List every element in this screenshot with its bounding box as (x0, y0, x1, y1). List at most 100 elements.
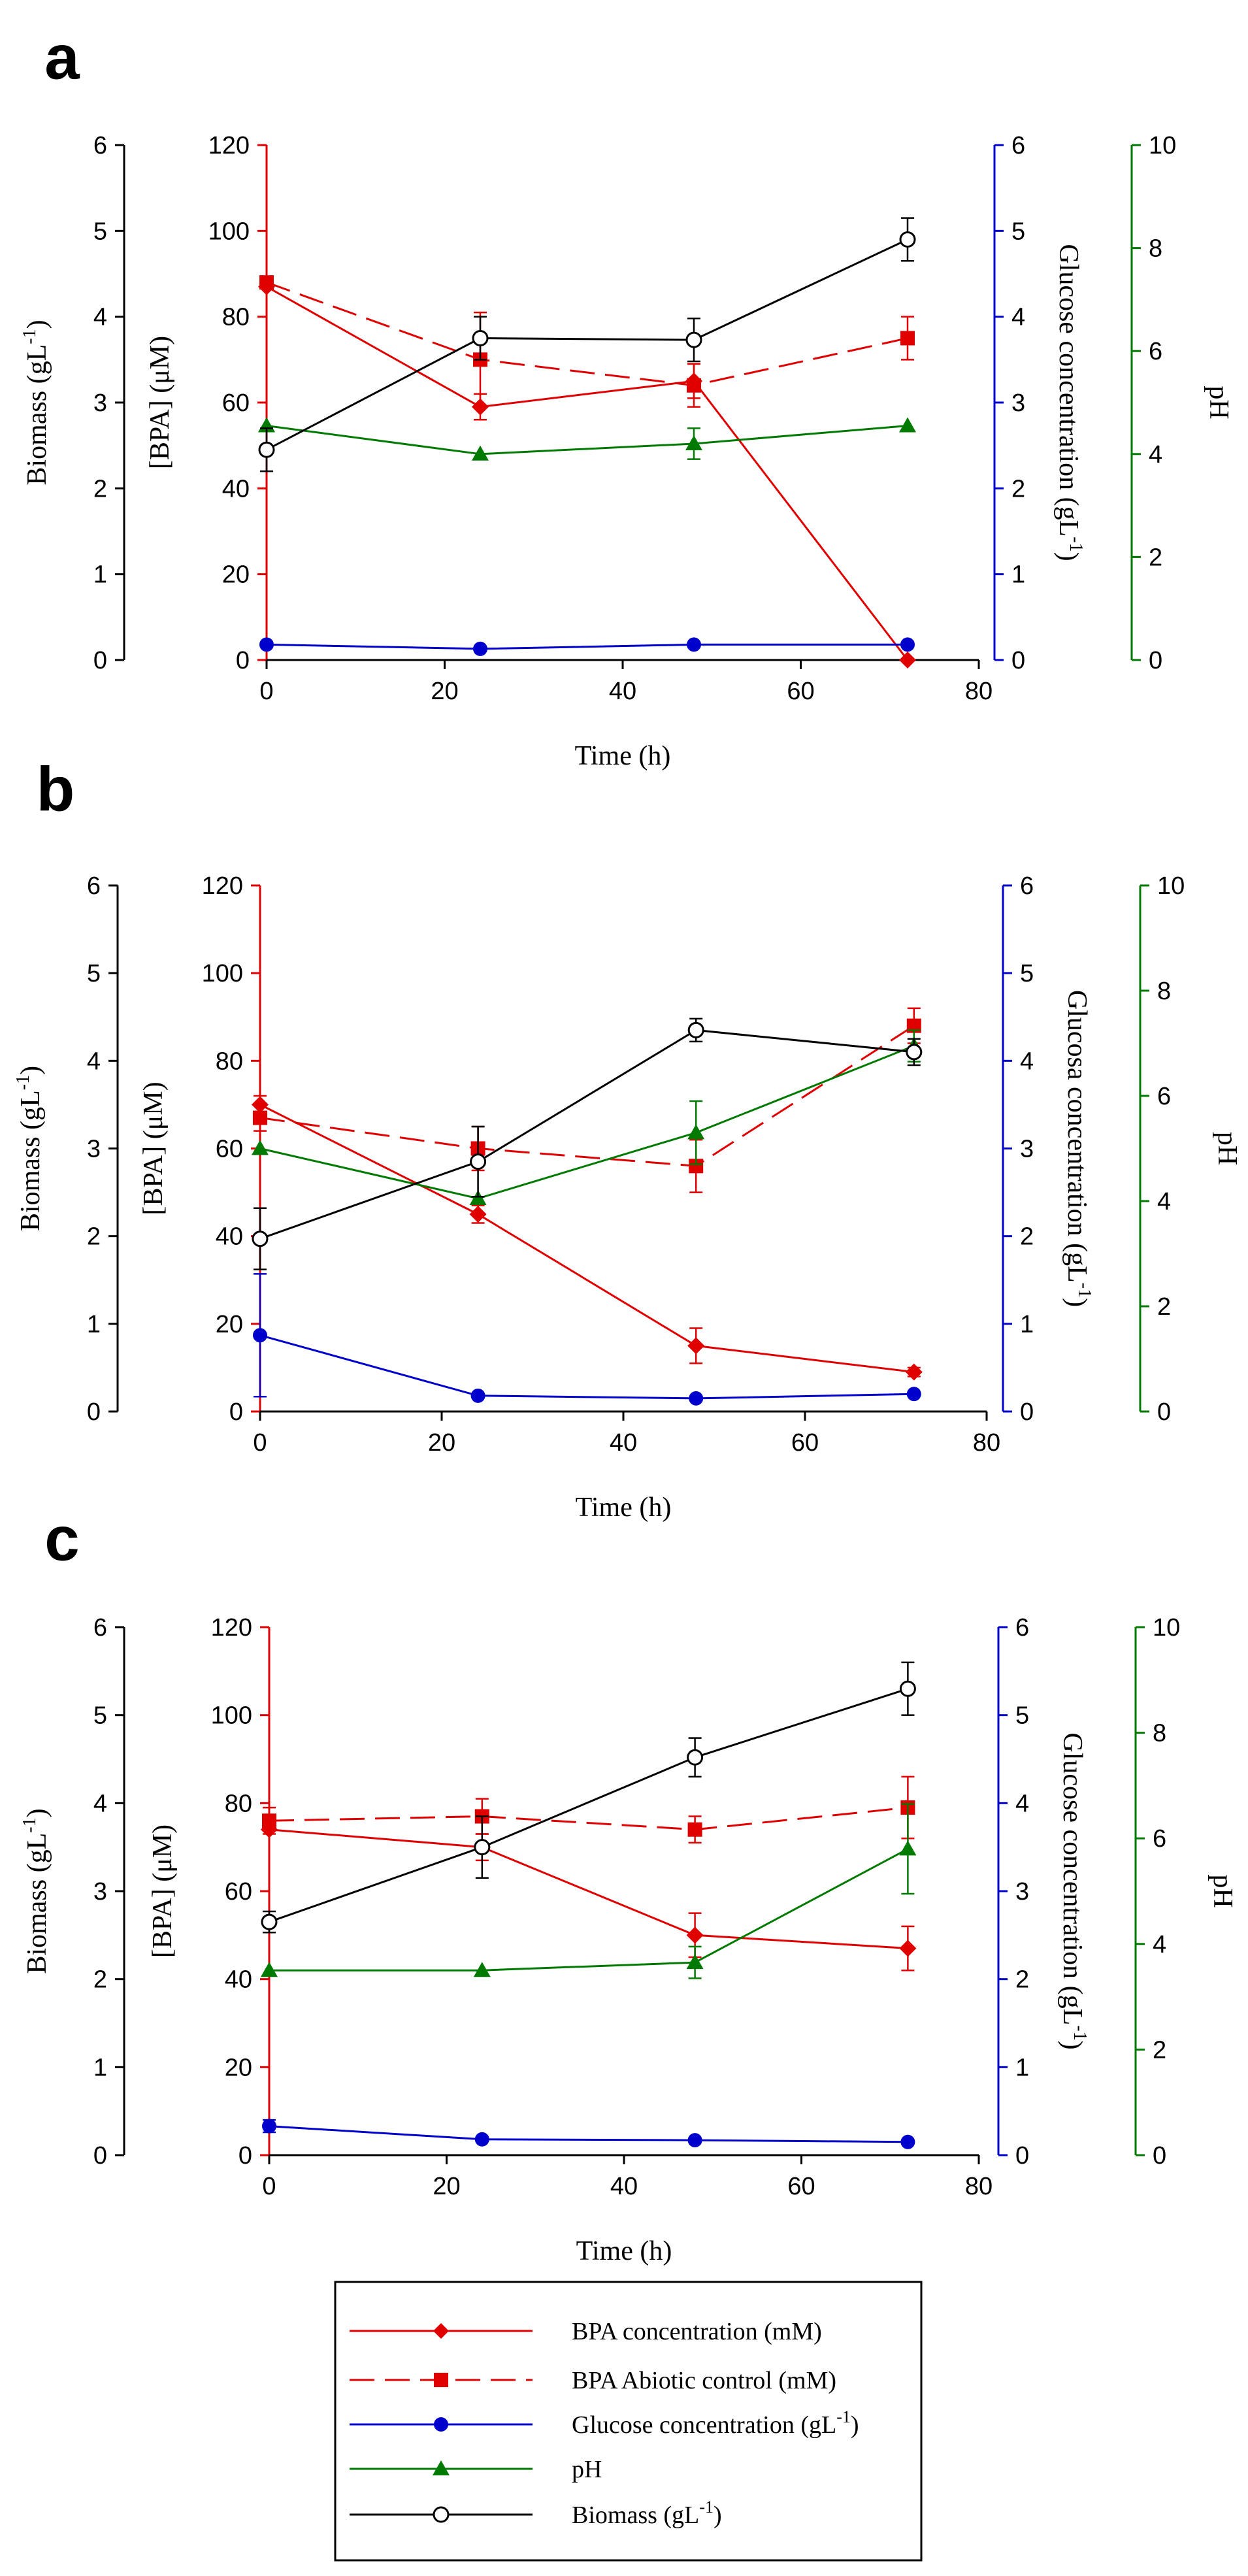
legend-marker-ph (433, 2460, 450, 2475)
bpa-tick-label: 80 (225, 1790, 252, 1817)
biomass-tick-label: 6 (87, 872, 101, 900)
data-point-ph (261, 1962, 278, 1977)
series-glucose (262, 2119, 915, 2149)
ph-tick-label: 2 (1149, 544, 1162, 571)
biomass-tick-label: 5 (93, 1702, 107, 1730)
glucose-tick-label: 5 (1015, 1702, 1029, 1730)
biomass-tick-label: 3 (93, 1878, 107, 1906)
x-tick-label: 20 (428, 1429, 455, 1457)
x-tick-label: 40 (610, 1429, 637, 1457)
data-point-glucose (473, 641, 487, 656)
biomass-tick-label: 2 (93, 1966, 107, 1994)
series-ph (252, 1029, 923, 1205)
bpa-tick-label: 120 (211, 1614, 252, 1642)
bpa-tick-label: 20 (225, 2054, 252, 2081)
series-line-bpa (259, 1104, 914, 1374)
ph-tick-label: 2 (1153, 2036, 1166, 2064)
data-point-ph (685, 435, 702, 451)
x-axis-title: Time (h) (575, 741, 671, 771)
data-point-abiotic (689, 1159, 704, 1174)
ph-axis: 0 2 4 6 8 10 pH (1139, 872, 1242, 1426)
data-point-abiotic (259, 275, 274, 290)
ph-tick-label: 8 (1149, 235, 1162, 263)
bpa-tick-label: 80 (216, 1048, 243, 1075)
bpa-tick-label: 40 (225, 1966, 252, 1994)
legend-label-biomass: Biomass (gL-1) (572, 2498, 722, 2529)
data-point-ph (687, 1124, 705, 1140)
data-point-glucose (262, 2119, 276, 2134)
series-ph (261, 1803, 917, 1979)
series-abiotic (262, 1775, 915, 1844)
x-tick-label: 20 (431, 678, 458, 705)
glucose-axis: 0 1 2 3 4 5 6 Glucosa concentration (gL-1) (1002, 872, 1094, 1426)
data-point-bpa (686, 1926, 704, 1944)
series-line-glucose (269, 2125, 908, 2143)
glucose-axis: 0 1 2 3 4 5 6 Glucose concentration (gL-1) (997, 1614, 1090, 2170)
ph-tick-label: 4 (1149, 441, 1162, 469)
data-point-biomass (258, 441, 275, 458)
glucose-tick-label: 3 (1020, 1136, 1034, 1163)
x-tick-label: 80 (965, 678, 993, 705)
legend-marker-biomass (433, 2506, 450, 2523)
legend-marker-abiotic (434, 2373, 448, 2387)
data-point-ph (473, 1962, 491, 1977)
series-line-biomass (269, 1687, 908, 1923)
legend-marker-glucose (434, 2417, 448, 2432)
legend-entry-abiotic: BPA Abiotic control (mM) (350, 2367, 836, 2394)
data-point-abiotic (262, 1813, 276, 1828)
data-point-ph (252, 1140, 269, 1155)
legend: BPA concentration (mM) BPA Abiotic contr… (334, 2281, 923, 2562)
biomass-tick-label: 3 (87, 1136, 101, 1163)
biomass-tick-label: 0 (93, 2142, 107, 2170)
series-line-abiotic (269, 1806, 908, 1831)
glucose-tick-label: 0 (1015, 2142, 1029, 2170)
data-point-biomass (899, 231, 916, 248)
biomass-tick-label: 5 (93, 218, 107, 245)
bpa-tick-label: 120 (202, 872, 243, 900)
glucose-axis-title: Glucosa concentration (gL-1) (1062, 990, 1094, 1307)
bpa-tick-label: 20 (216, 1311, 243, 1338)
biomass-tick-label: 6 (93, 132, 107, 159)
glucose-tick-label: 5 (1011, 218, 1025, 245)
panel-label: b (37, 754, 75, 824)
ph-tick-label: 0 (1153, 2142, 1166, 2170)
data-point-ph (472, 445, 489, 461)
ph-tick-label: 6 (1157, 1083, 1171, 1110)
biomass-tick-label: 0 (87, 1398, 101, 1426)
bpa-axis: 0 20 40 60 80 100 120 [BPA] (μM) (148, 1614, 271, 2170)
x-axis: 0 20 40 60 80 Time (h) (253, 1410, 1000, 1523)
series-biomass (261, 1661, 916, 1934)
x-tick-label: 60 (787, 2173, 815, 2200)
bpa-tick-label: 0 (229, 1398, 243, 1426)
glucose-tick-label: 2 (1015, 1966, 1029, 1994)
data-point-abiotic (687, 378, 701, 393)
data-point-biomass (899, 1680, 916, 1697)
panel-label: a (44, 22, 80, 92)
bpa-tick-label: 100 (202, 960, 243, 987)
glucose-tick-label: 0 (1020, 1398, 1034, 1426)
ph-axis-title: pH (1204, 386, 1234, 419)
biomass-tick-label: 3 (93, 389, 107, 417)
data-point-biomass (687, 1021, 704, 1038)
glucose-tick-label: 3 (1011, 389, 1025, 417)
series-line-biomass (259, 1029, 914, 1240)
ph-axis: 0 2 4 6 8 10 pH (1134, 1614, 1238, 2170)
biomass-tick-label: 6 (93, 1614, 107, 1642)
glucose-tick-label: 4 (1015, 1790, 1029, 1817)
data-point-bpa (899, 652, 916, 669)
series-glucose (259, 637, 915, 656)
ph-axis-title: pH (1212, 1132, 1242, 1165)
legend-label-ph: pH (572, 2456, 602, 2483)
ph-tick-label: 4 (1153, 1931, 1166, 1958)
data-point-glucose (900, 637, 915, 652)
bpa-tick-label: 60 (216, 1136, 243, 1163)
biomass-tick-label: 1 (93, 2054, 107, 2081)
series-biomass (252, 1017, 923, 1270)
bpa-tick-label: 100 (208, 218, 250, 245)
legend-marker-bpa (433, 2323, 449, 2339)
data-point-glucose (470, 1388, 485, 1403)
x-axis: 0 20 40 60 80 Time (h) (259, 659, 993, 771)
data-point-abiotic (900, 331, 915, 346)
ph-tick-label: 4 (1157, 1188, 1171, 1215)
